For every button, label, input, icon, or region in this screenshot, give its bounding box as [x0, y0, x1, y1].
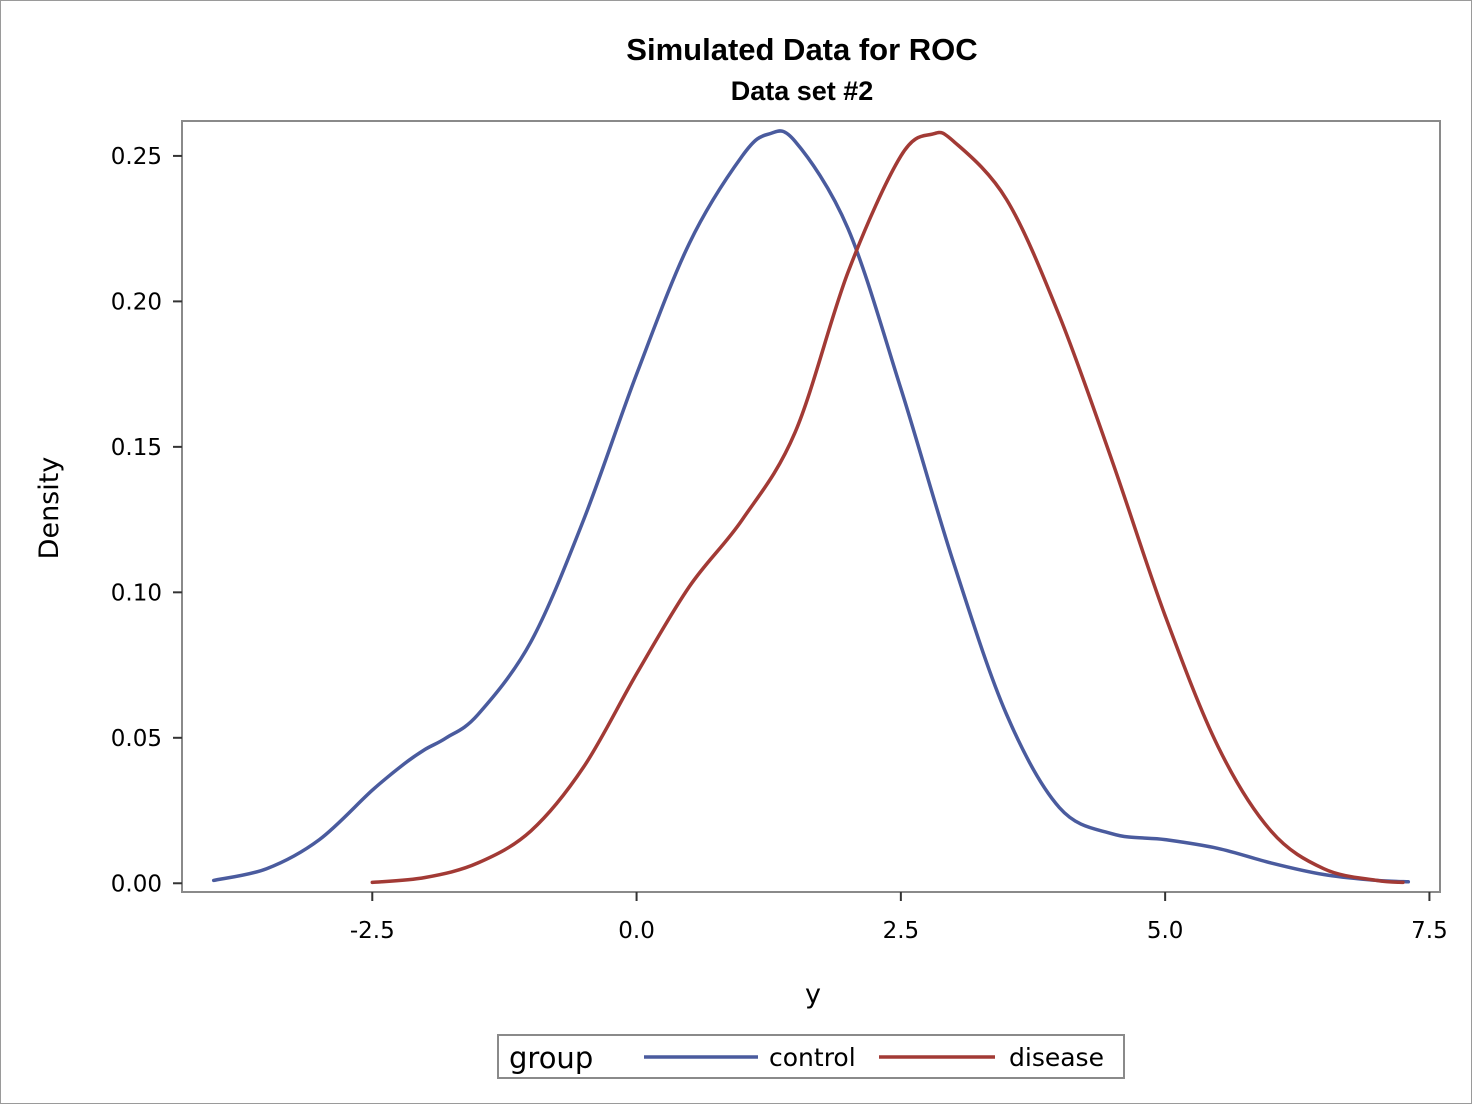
y-tick-label: 0.20	[111, 289, 162, 315]
y-tick-label: 0.15	[111, 435, 162, 461]
legend-title: group	[509, 1041, 593, 1075]
x-tick-label: -2.5	[350, 918, 395, 944]
x-tick-label: 2.5	[883, 918, 920, 944]
chart-title: Simulated Data for ROC	[626, 32, 977, 67]
y-axis: 0.00 0.05 0.10 0.15 0.20 0.25	[111, 144, 182, 897]
legend: group control disease	[497, 1034, 1125, 1079]
x-axis: -2.5 0.0 2.5 5.0 7.5	[350, 892, 1448, 944]
x-axis-label: y	[805, 979, 821, 1010]
legend-label-disease: disease	[1009, 1043, 1104, 1072]
legend-label-control: control	[769, 1043, 856, 1072]
y-axis-label: Density	[34, 457, 65, 560]
series-line-disease	[370, 130, 1405, 885]
x-tick-label: 0.0	[618, 918, 655, 944]
chart-subtitle: Data set #2	[731, 76, 874, 106]
y-tick-label: 0.10	[111, 580, 162, 606]
legend-frame	[497, 1034, 1125, 1079]
x-tick-label: 7.5	[1411, 918, 1448, 944]
y-tick-label: 0.05	[111, 726, 162, 752]
y-tick-label: 0.25	[111, 144, 162, 170]
y-tick-label: 0.00	[111, 871, 162, 897]
series-layer	[211, 129, 1411, 885]
plot-area-frame	[181, 120, 1441, 893]
series-line-control	[211, 129, 1411, 884]
x-tick-label: 5.0	[1147, 918, 1184, 944]
